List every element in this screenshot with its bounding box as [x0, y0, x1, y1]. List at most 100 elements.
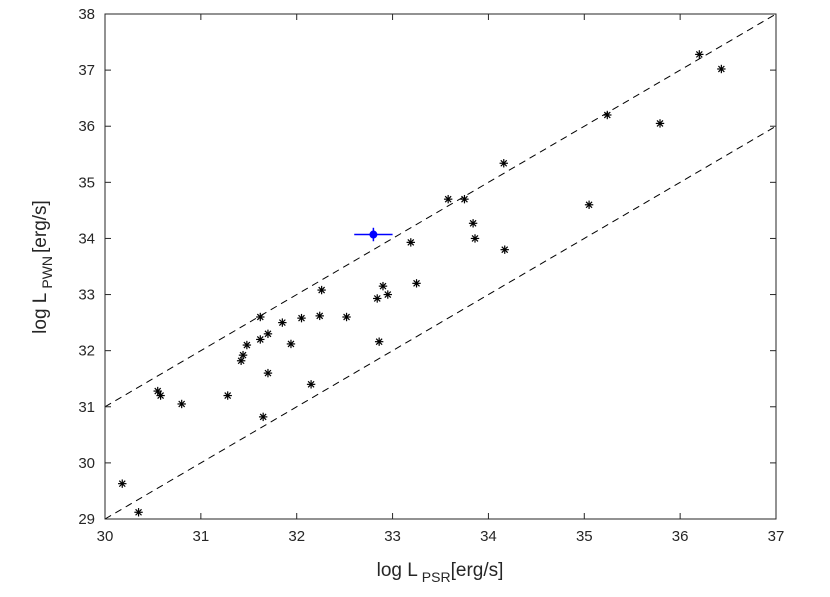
asterisk-point — [134, 508, 143, 517]
asterisk-point — [278, 318, 287, 327]
asterisk-point — [460, 194, 469, 204]
asterisk-point — [655, 119, 665, 128]
asterisk-point — [374, 337, 384, 346]
asterisk-stroke — [603, 111, 611, 119]
asterisk-stroke — [656, 120, 664, 127]
x-axis-ticks: 30 31 32 33 34 35 36 37 — [97, 14, 785, 545]
asterisk-stroke — [118, 480, 126, 488]
asterisk-stroke — [500, 159, 508, 167]
asterisk-point — [177, 399, 186, 409]
asterisk-stroke — [318, 286, 326, 294]
asterisk-point — [153, 386, 162, 396]
y-tick-label: 31 — [78, 399, 95, 416]
asterisk-point — [468, 219, 478, 228]
asterisk-point — [286, 339, 296, 349]
y-tick-label: 36 — [78, 118, 95, 135]
asterisk-stroke — [224, 392, 232, 399]
y-tick-label: 29 — [78, 511, 95, 528]
x-tick-label: 34 — [480, 528, 497, 545]
upper-dashed-line — [104, 13, 777, 408]
highlighted-point — [354, 227, 393, 242]
asterisk-stroke — [407, 238, 415, 246]
asterisk-point — [470, 234, 480, 243]
asterisk-stroke — [259, 413, 267, 421]
x-tick-label: 36 — [672, 528, 689, 545]
asterisk-stroke — [461, 195, 468, 203]
x-tick-label: 37 — [768, 528, 785, 545]
asterisk-stroke — [343, 313, 350, 321]
lower-dashed-line — [104, 125, 777, 520]
asterisk-stroke — [178, 400, 186, 408]
asterisk-point — [297, 313, 306, 323]
x-tick-label: 30 — [97, 528, 114, 545]
asterisk-point — [443, 194, 453, 204]
asterisk-point — [378, 281, 388, 291]
y-axis-label: log L PWN [erg/s] — [30, 200, 55, 334]
x-tick-label: 33 — [384, 528, 401, 545]
asterisk-stroke — [375, 338, 383, 346]
highlight-marker — [369, 230, 378, 239]
asterisk-point — [118, 479, 127, 488]
asterisk-point — [156, 391, 165, 400]
asterisk-stroke — [278, 319, 286, 327]
asterisk-point — [238, 350, 248, 360]
asterisk-point — [603, 110, 612, 120]
asterisk-stroke — [379, 282, 387, 290]
x-axis-label: log L PSR[erg/s] — [377, 560, 504, 585]
asterisk-stroke — [157, 392, 165, 399]
y-tick-label: 37 — [78, 62, 95, 79]
asterisk-point — [242, 340, 252, 350]
asterisk-stroke — [373, 295, 381, 302]
asterisk-point — [256, 335, 265, 344]
x-tick-label: 32 — [288, 528, 305, 545]
asterisk-stroke — [135, 508, 142, 516]
y-axis-label-subscript: PWN — [39, 256, 55, 289]
y-tick-label: 32 — [78, 343, 95, 360]
asterisk-stroke — [264, 369, 272, 377]
asterisk-stroke — [471, 235, 479, 242]
asterisk-stroke — [256, 336, 264, 343]
y-tick-label: 33 — [78, 287, 95, 304]
asterisk-stroke — [239, 351, 247, 359]
asterisk-stroke — [307, 380, 315, 388]
asterisk-point — [695, 50, 704, 59]
asterisk-stroke — [243, 341, 251, 349]
y-axis-label-unit: [erg/s] — [30, 200, 51, 253]
asterisk-point — [315, 311, 324, 321]
asterisk-stroke — [717, 65, 725, 73]
asterisk-point — [717, 64, 726, 74]
asterisk-stroke — [695, 50, 703, 58]
asterisk-stroke — [316, 312, 324, 320]
asterisk-stroke — [585, 201, 593, 209]
asterisk-stroke — [287, 340, 295, 348]
asterisk-point — [258, 412, 268, 422]
y-tick-label: 35 — [78, 174, 95, 191]
asterisk-point — [500, 245, 509, 254]
y-tick-label: 30 — [78, 455, 95, 472]
plot-frame — [104, 13, 777, 520]
y-tick-label: 38 — [78, 6, 95, 23]
asterisk-point — [256, 312, 265, 322]
asterisk-stroke — [154, 387, 162, 395]
asterisk-point — [342, 312, 351, 322]
asterisk-stroke — [256, 313, 264, 321]
x-tick-label: 31 — [193, 528, 210, 545]
asterisk-point — [406, 238, 415, 247]
asterisk-point — [373, 294, 382, 303]
y-axis-ticks: 29 30 31 32 33 34 35 36 37 38 — [78, 6, 776, 528]
asterisk-point — [584, 200, 594, 209]
asterisk-stroke — [469, 219, 477, 227]
asterisk-point — [412, 279, 421, 288]
asterisk-point — [306, 380, 316, 389]
reference-lines — [104, 13, 777, 520]
y-tick-label: 34 — [78, 230, 95, 247]
asterisk-point — [263, 368, 273, 378]
asterisk-point — [499, 159, 508, 168]
asterisk-point — [317, 285, 326, 295]
x-axis-label-unit: [erg/s] — [451, 560, 504, 581]
asterisk-stroke — [298, 314, 305, 322]
y-axis-label-main: log L — [30, 293, 51, 334]
asterisk-stroke — [384, 291, 392, 298]
